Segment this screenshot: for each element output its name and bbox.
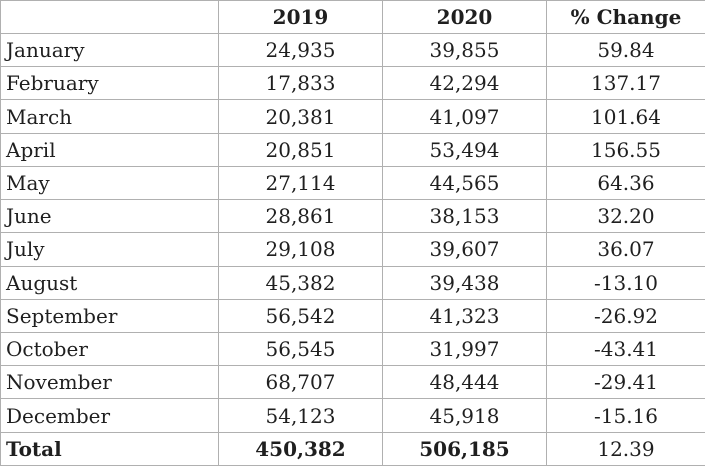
table-row: January 24,935 39,855 59.84 — [0, 32, 705, 68]
total-pct-change-cell: 12.39 — [546, 431, 705, 466]
table-row: April 20,851 53,494 156.55 — [0, 132, 705, 167]
month-cell: July — [0, 232, 219, 267]
value-2020-cell: 45,918 — [382, 398, 547, 433]
table-row: February 17,833 42,294 137.17 — [0, 66, 705, 101]
header-2020-cell: 2020 — [382, 0, 547, 34]
pct-change-cell: 64.36 — [546, 165, 705, 201]
month-cell: February — [0, 66, 219, 101]
value-2020-cell: 39,607 — [382, 232, 547, 267]
value-2020-cell: 39,855 — [382, 32, 547, 68]
value-2019-cell: 28,861 — [218, 199, 383, 234]
value-2020-cell: 44,565 — [382, 165, 547, 201]
value-2019-cell: 56,542 — [218, 298, 383, 333]
month-cell: March — [0, 99, 219, 134]
table-row: August 45,382 39,438 -13.10 — [0, 265, 705, 300]
value-2020-cell: 53,494 — [382, 132, 547, 167]
table-row: September 56,542 41,323 -26.92 — [0, 298, 705, 333]
month-cell: January — [0, 32, 219, 68]
value-2019-cell: 29,108 — [218, 232, 383, 267]
value-2020-cell: 42,294 — [382, 66, 547, 101]
value-2020-cell: 39,438 — [382, 265, 547, 300]
pct-change-cell: -13.10 — [546, 265, 705, 300]
total-row: Total 450,382 506,185 12.39 — [0, 431, 705, 466]
header-row: 2019 2020 % Change — [0, 0, 705, 34]
header-blank-cell — [0, 0, 219, 34]
header-change-cell: % Change — [546, 0, 705, 34]
total-2019-cell: 450,382 — [218, 431, 383, 466]
value-2019-cell: 68,707 — [218, 365, 383, 400]
value-2020-cell: 48,444 — [382, 365, 547, 400]
month-cell: September — [0, 298, 219, 333]
month-cell: June — [0, 199, 219, 234]
pct-change-cell: -26.92 — [546, 298, 705, 333]
month-cell: December — [0, 398, 219, 433]
value-2020-cell: 31,997 — [382, 331, 547, 367]
pct-change-cell: 137.17 — [546, 66, 705, 101]
value-2020-cell: 41,097 — [382, 99, 547, 134]
pct-change-cell: 32.20 — [546, 199, 705, 234]
value-2019-cell: 17,833 — [218, 66, 383, 101]
table-row: November 68,707 48,444 -29.41 — [0, 365, 705, 400]
value-2019-cell: 45,382 — [218, 265, 383, 300]
table-row: October 56,545 31,997 -43.41 — [0, 331, 705, 367]
value-2019-cell: 20,381 — [218, 99, 383, 134]
value-2019-cell: 56,545 — [218, 331, 383, 367]
value-2020-cell: 41,323 — [382, 298, 547, 333]
pct-change-cell: 36.07 — [546, 232, 705, 267]
table-row: July 29,108 39,607 36.07 — [0, 232, 705, 267]
month-cell: October — [0, 331, 219, 367]
table-row: March 20,381 41,097 101.64 — [0, 99, 705, 134]
total-label-cell: Total — [0, 431, 219, 466]
value-2020-cell: 38,153 — [382, 199, 547, 234]
pct-change-cell: -29.41 — [546, 365, 705, 400]
value-2019-cell: 27,114 — [218, 165, 383, 201]
header-2019-cell: 2019 — [218, 0, 383, 34]
table-row: December 54,123 45,918 -15.16 — [0, 398, 705, 433]
pct-change-cell: 101.64 — [546, 99, 705, 134]
month-cell: November — [0, 365, 219, 400]
table-row: May 27,114 44,565 64.36 — [0, 165, 705, 201]
pct-change-cell: -43.41 — [546, 331, 705, 367]
pct-change-cell: 156.55 — [546, 132, 705, 167]
month-cell: August — [0, 265, 219, 300]
value-2019-cell: 24,935 — [218, 32, 383, 68]
month-cell: May — [0, 165, 219, 201]
value-2019-cell: 20,851 — [218, 132, 383, 167]
month-cell: April — [0, 132, 219, 167]
pct-change-cell: -15.16 — [546, 398, 705, 433]
pct-change-cell: 59.84 — [546, 32, 705, 68]
total-2020-cell: 506,185 — [382, 431, 547, 466]
value-2019-cell: 54,123 — [218, 398, 383, 433]
table-row: June 28,861 38,153 32.20 — [0, 199, 705, 234]
